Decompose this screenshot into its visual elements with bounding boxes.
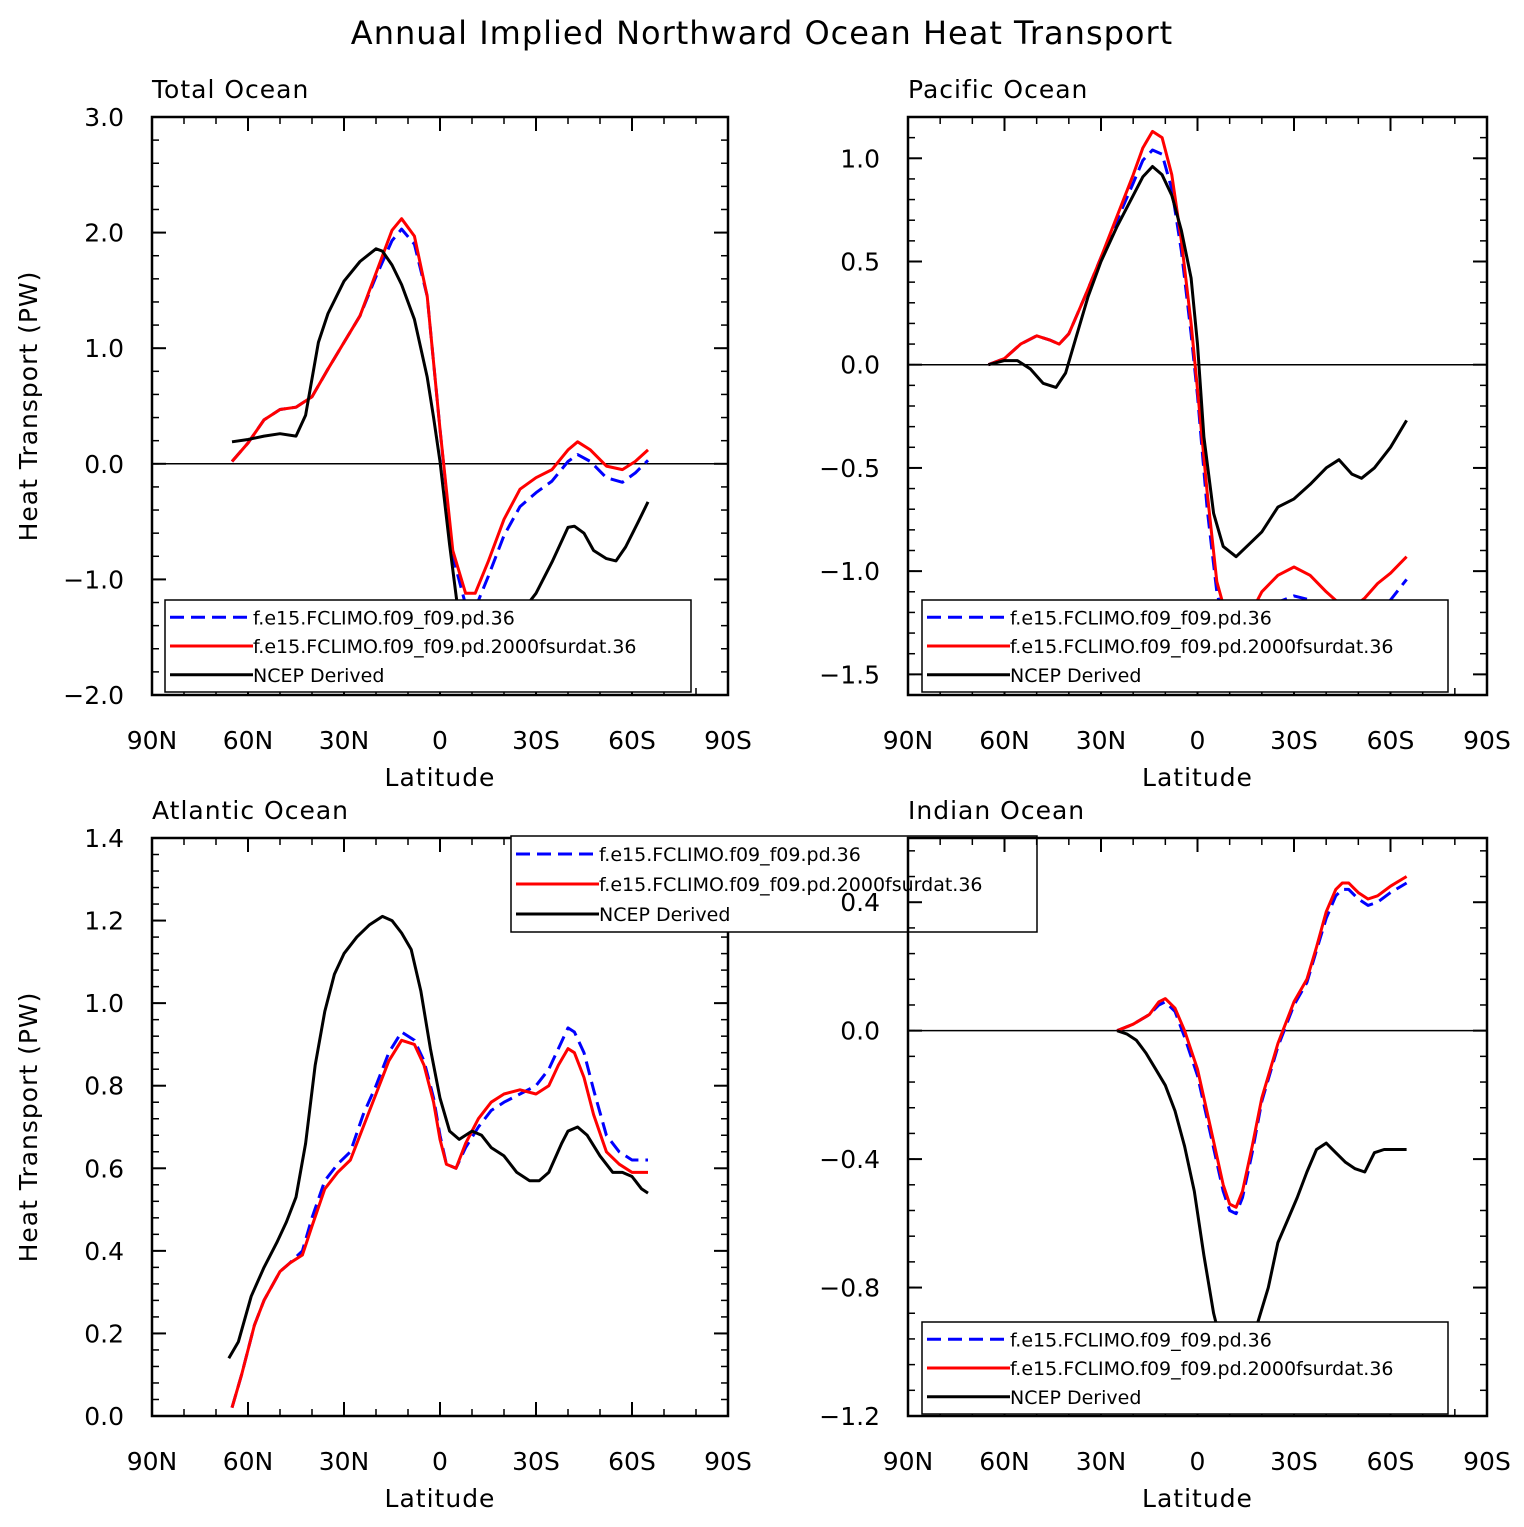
x-tick-label: 60N: [223, 1447, 274, 1476]
x-tick-label: 60S: [608, 726, 656, 755]
x-tick-label: 0: [1190, 1447, 1206, 1476]
x-axis-label: Latitude: [1142, 1484, 1253, 1513]
y-axis-label: Heat Transport (PW): [14, 992, 43, 1263]
legend-label-model-pd: f.e15.FCLIMO.f09_f09.pd.36: [1010, 607, 1272, 629]
y-tick-label: −2.0: [63, 681, 124, 710]
y-tick-label: −1.5: [819, 660, 880, 689]
legend-label-model-pd: f.e15.FCLIMO.f09_f09.pd.36: [599, 844, 861, 866]
y-tick-label: 3.0: [84, 103, 124, 132]
panel-title: Indian Ocean: [908, 796, 1085, 825]
y-tick-label: −0.4: [819, 1145, 880, 1174]
panel-1: Total Ocean −2.0 −1.0 0.0 1.0 2.0 3.0 90N 60N 30N…: [14, 75, 752, 792]
y-tick-label: 0.4: [840, 888, 880, 917]
x-tick-label: 90N: [127, 1447, 178, 1476]
series-line-model-2000: [1116, 875, 1408, 1209]
y-tick-label: 0.0: [84, 1402, 124, 1431]
y-tick-label: 1.0: [84, 334, 124, 363]
legend-label-model-pd: f.e15.FCLIMO.f09_f09.pd.36: [253, 607, 515, 629]
y-tick-label: −1.0: [63, 565, 124, 594]
y-tick-label: 1.0: [84, 989, 124, 1018]
x-tick-label: 30S: [512, 726, 560, 755]
y-tick-label: −0.5: [819, 454, 880, 483]
series-line-ncep: [227, 914, 649, 1359]
panel-title: Pacific Ocean: [908, 75, 1088, 104]
y-tick-label: 0.0: [84, 450, 124, 479]
x-tick-label: 90S: [704, 1447, 752, 1476]
x-tick-label: 90N: [883, 726, 934, 755]
x-tick-label: 90N: [127, 726, 178, 755]
x-tick-label: 30N: [1076, 726, 1127, 755]
series-line-ncep: [231, 247, 650, 659]
x-tick-label: 0: [1190, 726, 1206, 755]
series-line-model-pd: [1116, 881, 1408, 1216]
legend-label-ncep: NCEP Derived: [599, 904, 730, 926]
panel-3: Atlantic Ocean 0.0 0.2 0.4 0.6 0.8 1.0 1.2 1.4 90…: [14, 796, 1038, 1513]
y-tick-label: −1.2: [819, 1402, 880, 1431]
legend-label-model-2000: f.e15.FCLIMO.f09_f09.pd.2000fsurdat.36: [599, 874, 983, 896]
x-tick-label: 30S: [1270, 726, 1318, 755]
legend: f.e15.FCLIMO.f09_f09.pd.36 f.e15.FCLIMO.f…: [921, 599, 1449, 693]
panel-4: Indian Ocean −1.2 −0.8 −0.4 0.0 0.4 90N 60N 30N 0…: [819, 796, 1511, 1513]
panel-title: Total Ocean: [151, 75, 309, 104]
y-tick-label: 0.8: [84, 1072, 124, 1101]
x-axis-label: Latitude: [385, 1484, 496, 1513]
y-tick-label: 0.5: [840, 248, 880, 277]
legend-label-model-pd: f.e15.FCLIMO.f09_f09.pd.36: [1010, 1329, 1272, 1351]
legend: f.e15.FCLIMO.f09_f09.pd.36 f.e15.FCLIMO.f…: [921, 1321, 1449, 1415]
series-line-ncep: [1116, 1029, 1407, 1367]
y-tick-label: 0.6: [84, 1154, 124, 1183]
y-tick-label: −1.0: [819, 557, 880, 586]
series-line-model-2000: [230, 1038, 648, 1409]
x-tick-label: 60N: [979, 1447, 1030, 1476]
y-tick-label: 0.2: [84, 1319, 124, 1348]
legend-label-ncep: NCEP Derived: [253, 665, 384, 687]
x-tick-label: 90S: [704, 726, 752, 755]
y-tick-label: 0.0: [840, 1017, 880, 1046]
x-tick-label: 0: [432, 726, 448, 755]
y-tick-label: 2.0: [84, 219, 124, 248]
x-tick-label: 60N: [223, 726, 274, 755]
panel-title: Atlantic Ocean: [152, 796, 349, 825]
x-tick-label: 90N: [883, 1447, 934, 1476]
x-axis-label: Latitude: [385, 763, 496, 792]
legend-label-model-2000: f.e15.FCLIMO.f09_f09.pd.2000fsurdat.36: [253, 636, 637, 658]
x-tick-label: 90S: [1463, 726, 1511, 755]
legend-label-ncep: NCEP Derived: [1010, 665, 1141, 687]
series-line-model-2000: [987, 129, 1408, 627]
plot-frame: [906, 115, 1489, 697]
legend-label-ncep: NCEP Derived: [1010, 1387, 1141, 1409]
x-tick-label: 0: [432, 1447, 448, 1476]
x-tick-label: 30N: [1076, 1447, 1127, 1476]
y-tick-label: −0.8: [819, 1274, 880, 1303]
x-tick-label: 30S: [1270, 1447, 1318, 1476]
x-tick-label: 30N: [319, 726, 370, 755]
plot-frame: [150, 836, 730, 1418]
series-line-ncep: [988, 165, 1408, 559]
y-tick-label: 0.0: [840, 351, 880, 380]
figure-title: Annual Implied Northward Ocean Heat Tran…: [351, 14, 1173, 52]
legend: f.e15.FCLIMO.f09_f09.pd.36 f.e15.FCLIMO.f…: [164, 599, 692, 693]
y-tick-label: 1.2: [84, 907, 124, 936]
x-axis-label: Latitude: [1142, 763, 1253, 792]
x-tick-label: 60S: [1367, 726, 1415, 755]
x-tick-label: 30N: [319, 1447, 370, 1476]
panels: Total Ocean −2.0 −1.0 0.0 1.0 2.0 3.0 90N 60N 30N…: [14, 75, 1511, 1513]
x-tick-label: 30S: [512, 1447, 560, 1476]
legend-label-model-2000: f.e15.FCLIMO.f09_f09.pd.2000fsurdat.36: [1010, 1358, 1394, 1380]
legend: f.e15.FCLIMO.f09_f09.pd.36 f.e15.FCLIMO.f…: [510, 835, 1038, 933]
panel-2: Pacific Ocean −1.5 −1.0 −0.5 0.0 0.5 1.0 90N 60N…: [819, 75, 1511, 792]
legend-label-model-2000: f.e15.FCLIMO.f09_f09.pd.2000fsurdat.36: [1010, 636, 1394, 658]
plot-frame: [150, 115, 730, 697]
x-tick-label: 60S: [1367, 1447, 1415, 1476]
y-tick-label: 0.4: [84, 1237, 124, 1266]
x-tick-label: 60S: [608, 1447, 656, 1476]
y-tick-label: 1.4: [84, 824, 124, 853]
y-axis-label: Heat Transport (PW): [14, 271, 43, 542]
x-tick-label: 60N: [979, 726, 1030, 755]
plot-frame: [906, 836, 1489, 1418]
x-tick-label: 90S: [1463, 1447, 1511, 1476]
y-tick-label: 1.0: [840, 144, 880, 173]
